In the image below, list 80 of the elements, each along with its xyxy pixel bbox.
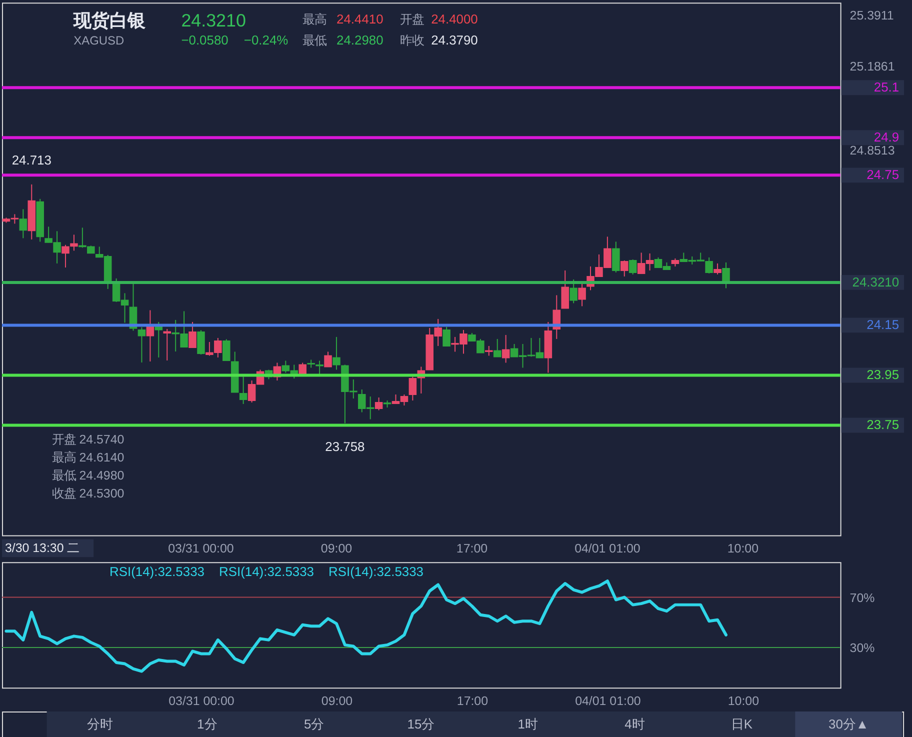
x-tick-label: 09:00 [320, 542, 352, 556]
annotation: 24.2980 [336, 32, 384, 48]
annotation: −0.24% [244, 32, 289, 48]
annotation: 最低 24.4980 [52, 468, 124, 483]
ref-line-label: 23.75 [866, 417, 900, 432]
annotation: RSI(14):32.5333 [110, 564, 204, 580]
annotation: 24.3210 [181, 10, 246, 31]
annotation: 最高 [302, 12, 327, 27]
candlestick [714, 262, 722, 275]
candlestick [163, 328, 172, 361]
candlestick [138, 326, 146, 363]
annotation: 开盘 [400, 12, 424, 27]
candlestick [332, 336, 340, 370]
candlestick [239, 376, 248, 404]
annotation: 收盘 24.5300 [52, 486, 124, 500]
candlestick [146, 310, 154, 362]
text: 1时 [518, 716, 538, 732]
candlestick [324, 351, 332, 368]
text: 30分▲ [828, 716, 869, 732]
candlestick [408, 376, 417, 401]
candlestick [298, 362, 306, 376]
annotation: 24.713 [12, 152, 52, 168]
x-tick-label: 10:00 [728, 694, 760, 708]
line-series [4, 579, 728, 673]
annotation: 24.4000 [431, 12, 478, 27]
candlestick [316, 360, 324, 376]
y-tick-label: 30% [850, 640, 875, 655]
text: 1分 [197, 716, 218, 732]
candlestick [374, 396, 383, 411]
candlestick [570, 278, 578, 304]
candlestick [502, 334, 510, 364]
annotation: RSI(14):32.5333 [328, 564, 424, 580]
ref-line-label: 24.3210 [852, 274, 900, 290]
annotation: 24.3790 [431, 32, 478, 48]
x-tick-label: 03/31 00:00 [168, 542, 234, 556]
candlestick [561, 270, 569, 309]
text: XAGUSD [74, 33, 124, 48]
candlestick [493, 338, 502, 358]
x-tick-label: 03/31 00:00 [168, 694, 234, 708]
candlestick [628, 258, 637, 275]
ref-line-label: 24.9 [874, 130, 900, 145]
y-tick-label: 25.1861 [850, 60, 895, 74]
x-tick-label: 17:00 [456, 542, 488, 556]
candlestick [188, 321, 196, 348]
candlestick [620, 260, 628, 277]
annotation: 开盘 24.5740 [52, 432, 124, 447]
candlestick [485, 345, 493, 356]
ref-line-label: 23.95 [866, 367, 900, 382]
candlestick [578, 282, 586, 307]
x-tick-label: 17:00 [456, 694, 488, 708]
text: 3/30 13:30 二 [4, 541, 80, 556]
ref-line-label: 25.1 [874, 80, 900, 95]
annotation: 最低 [302, 33, 327, 48]
text: 分时 [87, 716, 114, 732]
candlestick [442, 326, 450, 346]
candlestick [612, 241, 620, 273]
annotation: 23.758 [325, 439, 365, 454]
text: 15分 [407, 716, 435, 732]
candlestick [154, 321, 163, 358]
chart-title: 现货白银 [72, 10, 147, 31]
ref-line-label: 24.75 [866, 167, 900, 182]
y-tick-label: 24.8513 [850, 143, 895, 158]
text: 日K [730, 716, 753, 732]
text: 4时 [624, 716, 645, 732]
x-tick-label: 04/01 01:00 [574, 542, 640, 556]
annotation: −0.0580 [181, 32, 228, 48]
annotation: 最高 24.6140 [52, 450, 124, 465]
ref-line-label: 24.15 [866, 317, 900, 332]
y-tick-label: 25.3911 [850, 8, 894, 22]
annotation: RSI(14):32.5333 [219, 564, 314, 580]
x-tick-label: 09:00 [321, 694, 353, 708]
x-tick-label: 10:00 [727, 542, 759, 556]
text: 5分 [304, 716, 324, 732]
candlestick [19, 208, 28, 239]
annotation: 昨收 [400, 33, 424, 48]
y-tick-label: 70% [850, 590, 875, 605]
candlestick [197, 330, 205, 355]
candlestick [222, 338, 230, 362]
annotation: 24.4410 [336, 12, 384, 27]
x-tick-label: 04/01 01:00 [575, 694, 641, 708]
